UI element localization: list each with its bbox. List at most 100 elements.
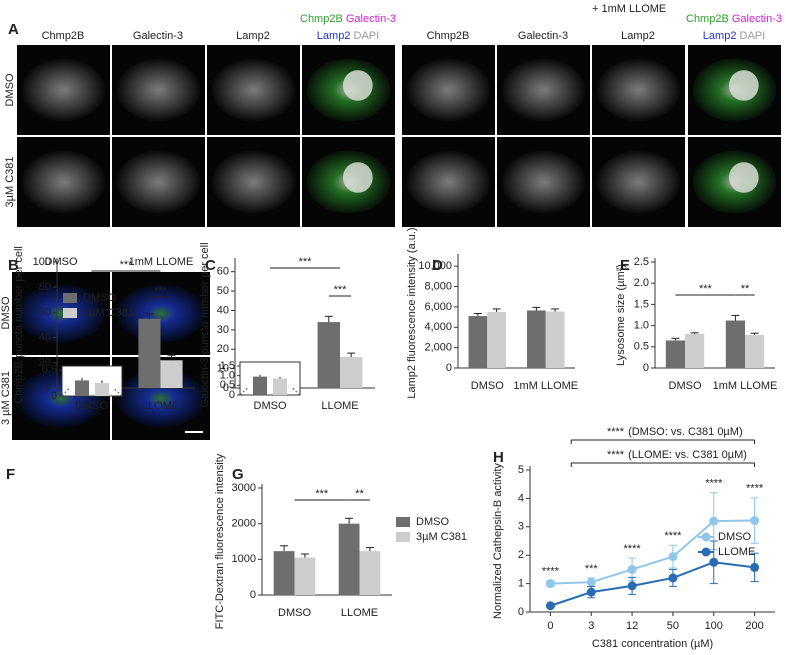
- series-line: [550, 519, 755, 585]
- y-tick-label: 5: [518, 464, 524, 476]
- sig-label: ***: [154, 285, 168, 297]
- point: [668, 552, 678, 562]
- cell: [21, 150, 106, 214]
- y-tick-label: 0: [446, 362, 452, 374]
- inset-guide: [61, 387, 70, 397]
- y-axis-label: Lysosome size (µm²): [615, 264, 627, 366]
- y-tick-label: 4: [518, 492, 524, 504]
- row-label: 3µM C381: [4, 157, 16, 208]
- nucleus: [728, 162, 759, 193]
- channel-name: Lamp2: [317, 30, 351, 42]
- legend-swatch: [396, 532, 410, 542]
- legend-label: LLOME: [718, 546, 755, 558]
- nucleus: [728, 70, 759, 101]
- row-label: DMSO: [0, 296, 12, 329]
- y-tick-label: 40: [39, 332, 51, 344]
- point: [668, 573, 678, 583]
- inset-bar: [95, 383, 109, 396]
- channel-name: DAPI: [354, 30, 380, 42]
- sig-label: (LLOME: vs. C381 0µM): [628, 449, 747, 461]
- inset-box: [61, 365, 123, 397]
- panel-letter: D: [432, 257, 443, 274]
- y-axis-label: Lamp2 fluorescence intensity (a.u.): [406, 227, 418, 398]
- y-tick-label: 6,000: [424, 301, 452, 313]
- column-header: Galectin-3: [518, 30, 568, 42]
- channel-name: Galectin-3: [732, 13, 782, 25]
- channel-name: Chmp2B: [686, 13, 729, 25]
- x-tick-label: 100: [705, 620, 723, 632]
- panel-letter: C: [205, 257, 216, 274]
- y-tick-label: 80: [39, 281, 51, 293]
- merge-header: Lamp2 DAPI: [317, 30, 379, 42]
- bar: [340, 356, 363, 388]
- bar: [338, 523, 360, 595]
- y-axis-label: Normalized Cathepsin-B activity: [492, 463, 504, 619]
- y-tick-label: 100: [33, 256, 51, 268]
- bar: [487, 311, 506, 368]
- y-tick-label: 2.5: [634, 256, 649, 268]
- legend-swatch: [396, 517, 410, 527]
- y-tick-label: 3: [518, 521, 524, 533]
- cell: [501, 150, 586, 214]
- x-tick-label: LLOME: [341, 607, 378, 619]
- merge-header: Chmp2B Galectin-3: [300, 13, 396, 25]
- panel-letter: A: [8, 21, 19, 38]
- y-tick-label: 2,000: [424, 342, 452, 354]
- cell: [596, 150, 681, 214]
- bar: [160, 360, 183, 388]
- point-label: ***: [585, 563, 599, 575]
- nucleus: [342, 70, 373, 101]
- legend-label: DMSO: [83, 292, 116, 304]
- y-tick-label: 0.5: [634, 341, 649, 353]
- legend-marker: [701, 532, 711, 542]
- y-tick-label: 1.5: [634, 298, 649, 310]
- column-header: Lamp2: [236, 30, 270, 42]
- sig-label: ****: [607, 426, 625, 438]
- inset-bar: [75, 380, 89, 396]
- cell: [116, 150, 201, 214]
- bar: [273, 551, 295, 595]
- panel-letter: H: [493, 449, 504, 466]
- y-tick-label: 20: [39, 357, 51, 369]
- legend-marker: [701, 547, 711, 557]
- legend-label: 3µM C381: [83, 307, 134, 319]
- cell: [596, 58, 681, 122]
- sig-label: **: [355, 488, 364, 500]
- y-tick-label: 1: [518, 578, 524, 590]
- point: [709, 516, 719, 526]
- column-header: Galectin-3: [133, 30, 183, 42]
- channel-name: Lamp2: [703, 30, 737, 42]
- bar: [665, 340, 685, 368]
- cell: [116, 58, 201, 122]
- x-tick-label: 200: [745, 620, 763, 632]
- sig-label: ***: [315, 488, 329, 500]
- inset-tick-label: 1.0: [220, 370, 235, 382]
- x-tick-label: LLOME: [142, 400, 179, 412]
- column-header: 1mM LLOME: [129, 256, 194, 268]
- bar: [294, 557, 316, 595]
- point: [586, 587, 596, 597]
- x-tick-label: 1mM LLOME: [513, 380, 578, 392]
- inset-guide: [113, 387, 123, 397]
- column-header: Lamp2: [621, 30, 655, 42]
- row-label: 3 µM C381: [0, 371, 12, 425]
- y-tick-label: 60: [217, 266, 229, 278]
- legend-swatch: [63, 293, 77, 303]
- bar: [359, 551, 381, 595]
- y-tick-label: 0: [250, 589, 256, 601]
- y-axis-label: Chmp2B puncta number per cell: [13, 246, 25, 404]
- point-label: ****: [624, 543, 642, 555]
- inset-tick-label: 0.5: [220, 379, 235, 391]
- bar: [745, 334, 765, 368]
- y-tick-label: 10: [217, 363, 229, 375]
- y-tick-label: 60: [39, 306, 51, 318]
- inset-bar: [253, 376, 267, 395]
- channel-name: DAPI: [740, 30, 766, 42]
- x-tick-label: DMSO: [471, 380, 504, 392]
- row-label: DMSO: [4, 73, 16, 106]
- bar: [138, 318, 161, 388]
- y-tick-label: 50: [217, 285, 229, 297]
- sig-label: ***: [334, 284, 348, 296]
- panel-letter: B: [8, 257, 19, 274]
- y-axis-label: Galectin-3 puncta number per cell: [199, 242, 211, 407]
